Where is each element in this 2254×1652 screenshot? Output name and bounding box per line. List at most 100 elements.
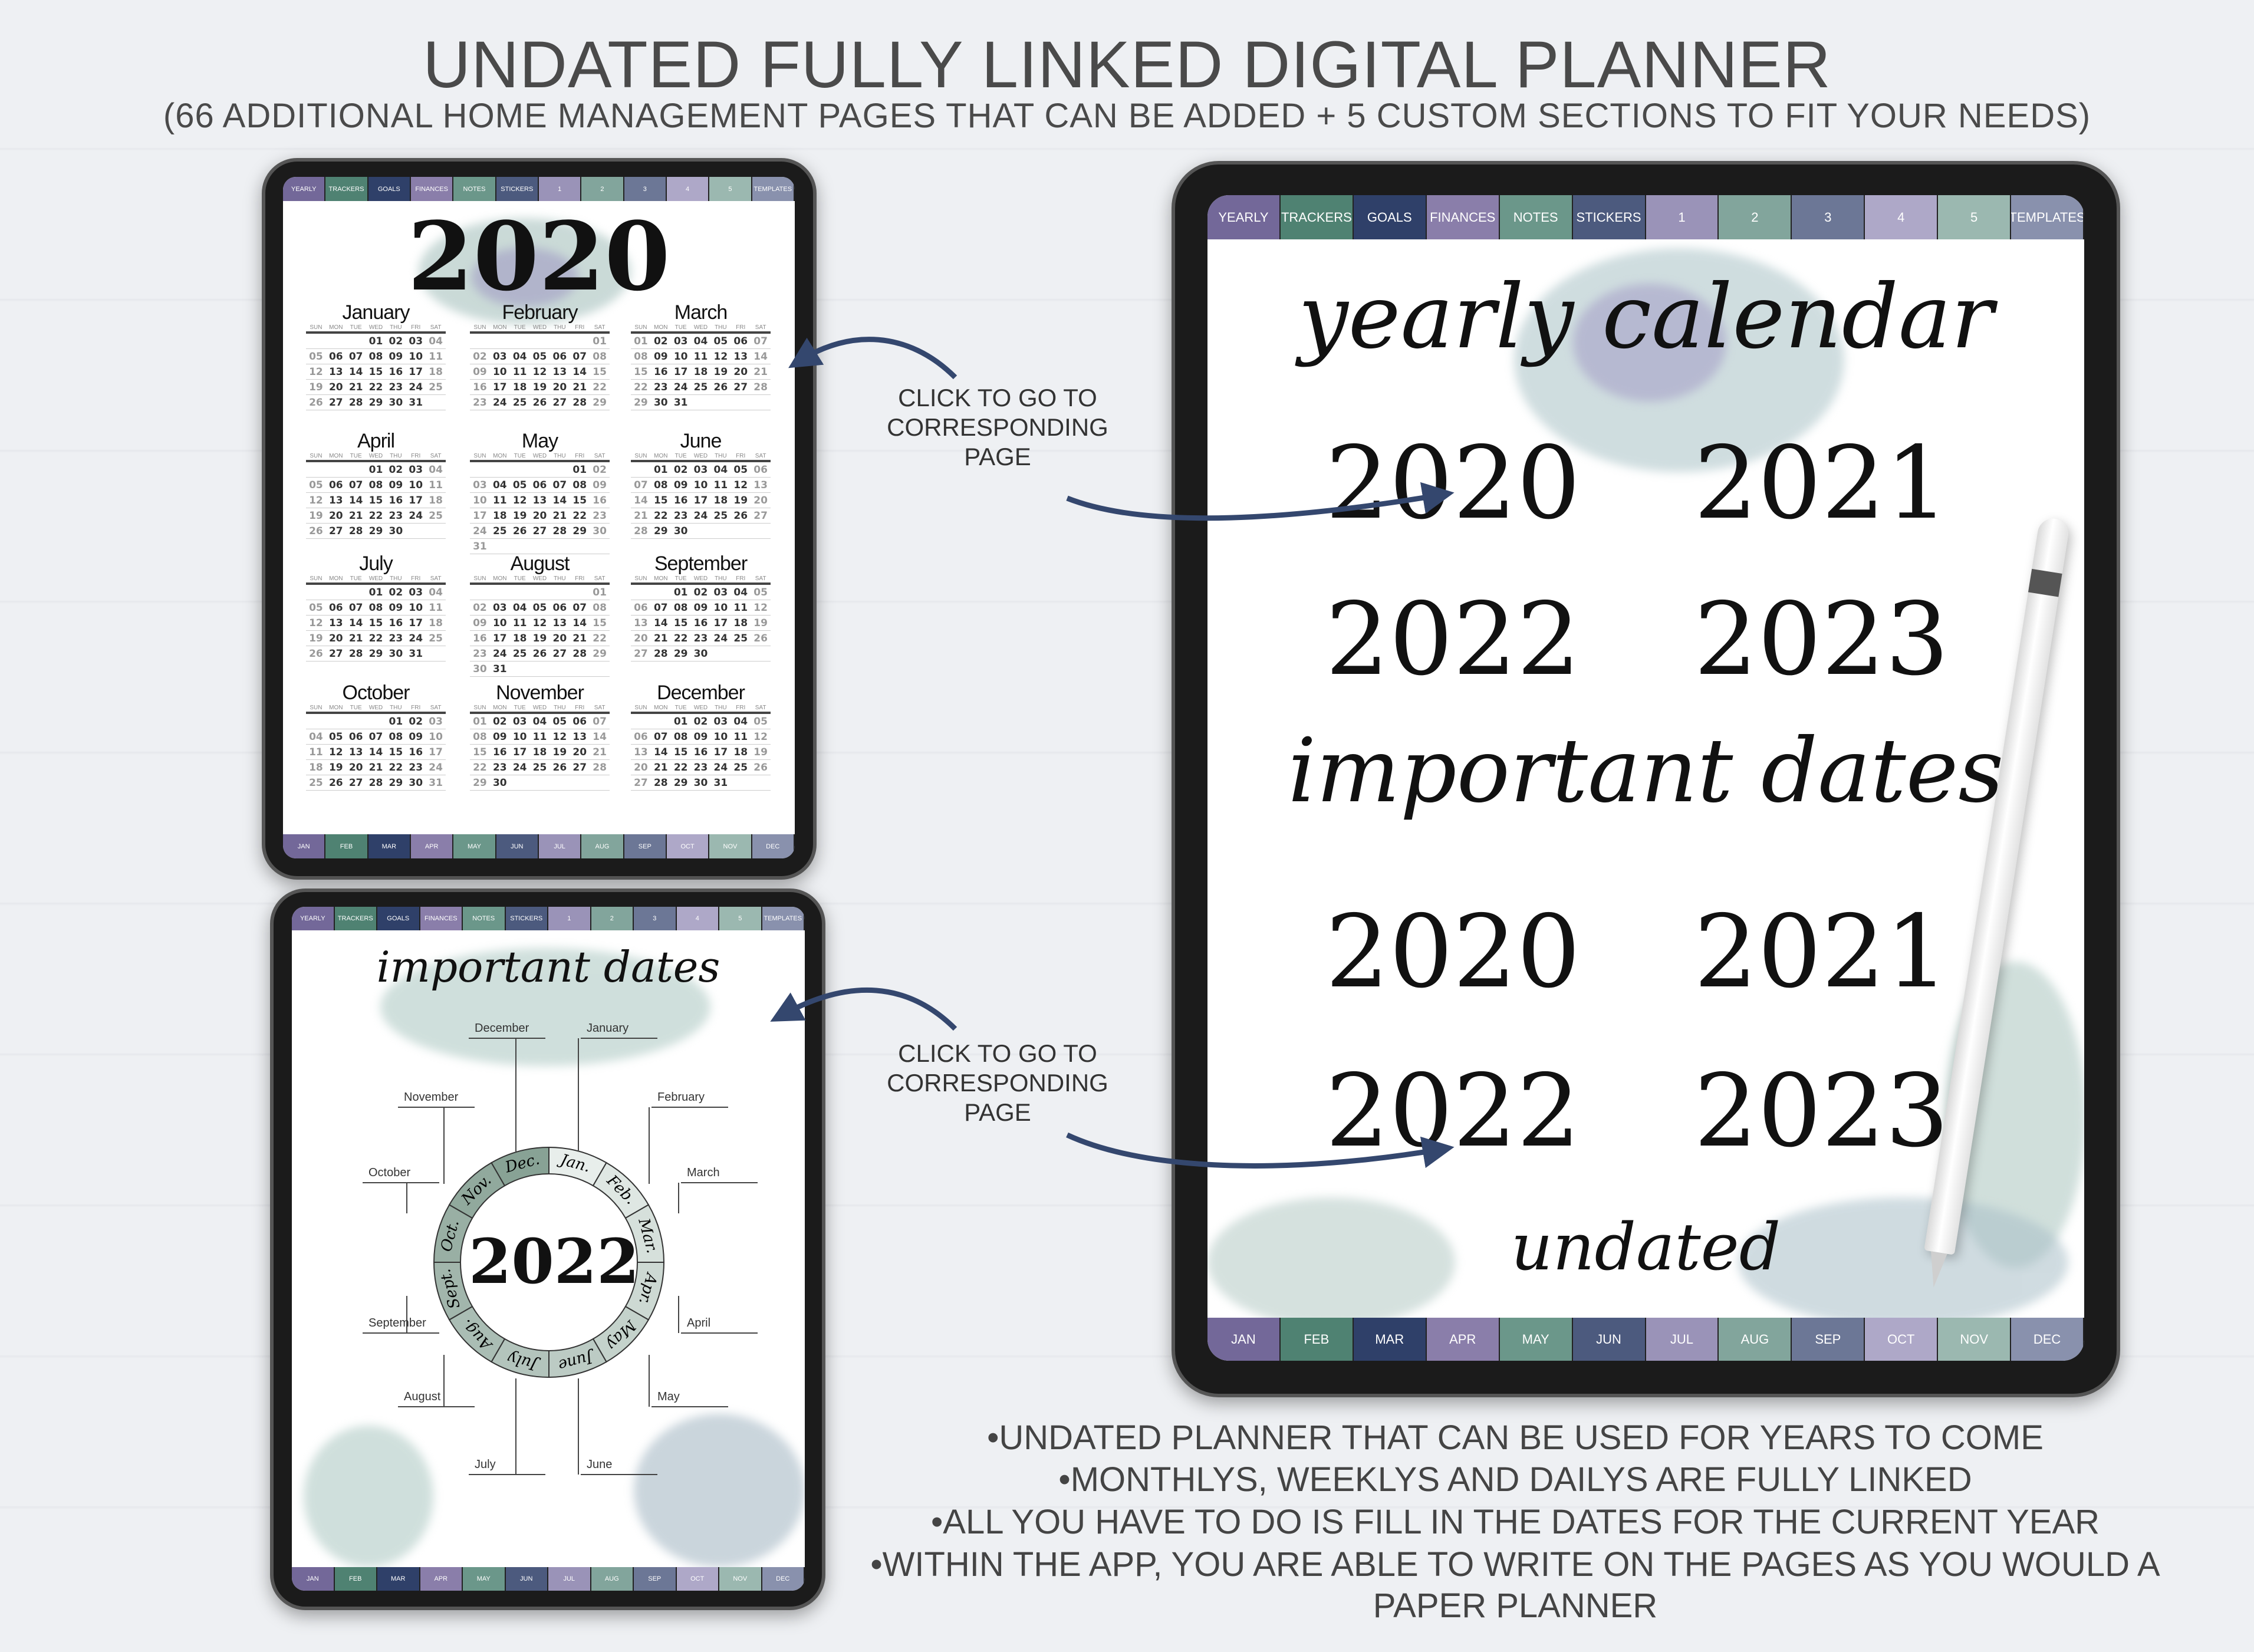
day-cell[interactable]: 21 (552, 510, 567, 522)
day-cell[interactable]: 03 (492, 351, 507, 363)
day-cell[interactable]: 25 (713, 510, 728, 522)
day-cell[interactable]: 20 (634, 633, 648, 644)
day-cell[interactable]: 18 (429, 366, 443, 378)
day-cell[interactable]: 31 (429, 777, 443, 789)
day-cell[interactable]: 14 (572, 366, 587, 378)
day-cell[interactable]: 05 (753, 587, 768, 598)
day-cell[interactable]: 24 (673, 381, 688, 393)
day-cell[interactable]: 02 (593, 464, 607, 476)
day-cell[interactable]: 02 (673, 464, 688, 476)
month-november[interactable]: November SUN MON TUE WED THU FRI SAT 01 02 03 04 05 0… (470, 681, 610, 791)
month-tab-oct[interactable]: OCT (666, 834, 710, 858)
day-cell[interactable]: 29 (473, 777, 487, 789)
day-cell[interactable]: 29 (593, 648, 607, 660)
day-cell[interactable]: 05 (309, 351, 323, 363)
day-cell[interactable]: 08 (572, 479, 587, 491)
tab-notes[interactable]: NOTES (453, 177, 496, 201)
wheel-month-label[interactable]: March (687, 1166, 720, 1179)
day-cell[interactable]: 30 (389, 397, 403, 409)
day-cell[interactable]: 27 (733, 381, 748, 393)
day-cell[interactable]: 24 (429, 762, 443, 774)
day-cell[interactable]: 28 (552, 525, 567, 537)
day-cell[interactable]: 25 (429, 381, 443, 393)
day-cell[interactable]: 05 (309, 602, 323, 614)
day-cell[interactable]: 01 (572, 464, 587, 476)
day-cell[interactable]: 23 (389, 633, 403, 644)
day-cell[interactable]: 21 (634, 510, 648, 522)
month-january[interactable]: January SUN MON TUE WED THU FRI SAT 01 02 03 04 05 06… (306, 301, 446, 410)
day-cell[interactable]: 30 (389, 525, 403, 537)
day-cell[interactable]: 12 (532, 617, 547, 629)
day-cell[interactable]: 06 (552, 351, 567, 363)
day-cell[interactable]: 13 (572, 731, 587, 743)
day-cell[interactable]: 20 (552, 381, 567, 393)
day-cell[interactable]: 21 (368, 762, 383, 774)
day-cell[interactable]: 07 (572, 351, 587, 363)
day-cell[interactable]: 23 (593, 510, 607, 522)
tab-goals[interactable]: GOALS (368, 177, 411, 201)
day-cell[interactable]: 04 (532, 716, 547, 728)
year-link-2020[interactable]: 2020 (1325, 425, 1581, 542)
day-cell[interactable]: 15 (593, 366, 607, 378)
month-tab-may[interactable]: MAY (453, 834, 496, 858)
day-cell[interactable]: 30 (653, 397, 668, 409)
day-cell[interactable]: 09 (409, 731, 423, 743)
tab-2[interactable]: 2 (591, 907, 634, 930)
day-cell[interactable]: 16 (653, 366, 668, 378)
ring-segment-11[interactable] (491, 1146, 549, 1187)
day-cell[interactable]: 03 (713, 587, 728, 598)
wheel-month-label[interactable]: July (475, 1458, 496, 1471)
important-link-2022[interactable]: 2022 (1325, 1053, 1581, 1170)
day-cell[interactable]: 17 (409, 495, 423, 506)
day-cell[interactable]: 24 (693, 510, 708, 522)
day-cell[interactable]: 01 (368, 335, 383, 347)
month-tab-aug[interactable]: AUG (591, 1567, 634, 1591)
day-cell[interactable]: 02 (473, 602, 487, 614)
day-cell[interactable]: 31 (409, 397, 423, 409)
day-cell[interactable]: 01 (368, 587, 383, 598)
wheel-month-label[interactable]: November (404, 1091, 459, 1104)
day-cell[interactable]: 26 (713, 381, 728, 393)
day-cell[interactable]: 06 (328, 479, 343, 491)
day-cell[interactable]: 22 (593, 381, 607, 393)
month-tab-nov[interactable]: NOV (1938, 1318, 2012, 1361)
day-cell[interactable]: 28 (348, 397, 363, 409)
day-cell[interactable]: 16 (593, 495, 607, 506)
day-cell[interactable]: 25 (512, 648, 527, 660)
day-cell[interactable]: 04 (733, 587, 748, 598)
day-cell[interactable]: 26 (753, 762, 768, 774)
tab-goals[interactable]: GOALS (377, 907, 420, 930)
undated-link[interactable]: undated (1511, 1209, 1781, 1285)
day-cell[interactable]: 12 (309, 617, 323, 629)
day-cell[interactable]: 22 (634, 381, 648, 393)
tab-stickers[interactable]: STICKERS (505, 907, 548, 930)
day-cell[interactable]: 28 (348, 648, 363, 660)
day-cell[interactable]: 10 (693, 479, 708, 491)
tab-stickers[interactable]: STICKERS (1572, 195, 1646, 239)
tab-templates[interactable]: TEMPLATES (2011, 195, 2084, 239)
day-cell[interactable]: 03 (473, 479, 487, 491)
day-cell[interactable]: 19 (512, 510, 527, 522)
day-cell[interactable]: 16 (473, 633, 487, 644)
day-cell[interactable]: 21 (572, 381, 587, 393)
day-cell[interactable]: 11 (429, 479, 443, 491)
day-cell[interactable]: 22 (572, 510, 587, 522)
day-cell[interactable]: 16 (693, 617, 708, 629)
day-cell[interactable]: 09 (653, 351, 668, 363)
day-cell[interactable]: 29 (673, 648, 688, 660)
day-cell[interactable]: 31 (492, 663, 507, 675)
day-cell[interactable]: 10 (409, 479, 423, 491)
day-cell[interactable]: 20 (753, 495, 768, 506)
day-cell[interactable]: 13 (552, 617, 567, 629)
day-cell[interactable]: 24 (409, 633, 423, 644)
tab-5[interactable]: 5 (1938, 195, 2012, 239)
day-cell[interactable]: 18 (733, 746, 748, 758)
day-cell[interactable]: 23 (473, 397, 487, 409)
important-link-2021[interactable]: 2021 (1694, 894, 1949, 1011)
day-cell[interactable]: 30 (673, 525, 688, 537)
day-cell[interactable]: 07 (634, 479, 648, 491)
day-cell[interactable]: 29 (634, 397, 648, 409)
day-cell[interactable]: 01 (634, 335, 648, 347)
day-cell[interactable]: 26 (512, 525, 527, 537)
day-cell[interactable]: 18 (429, 617, 443, 629)
